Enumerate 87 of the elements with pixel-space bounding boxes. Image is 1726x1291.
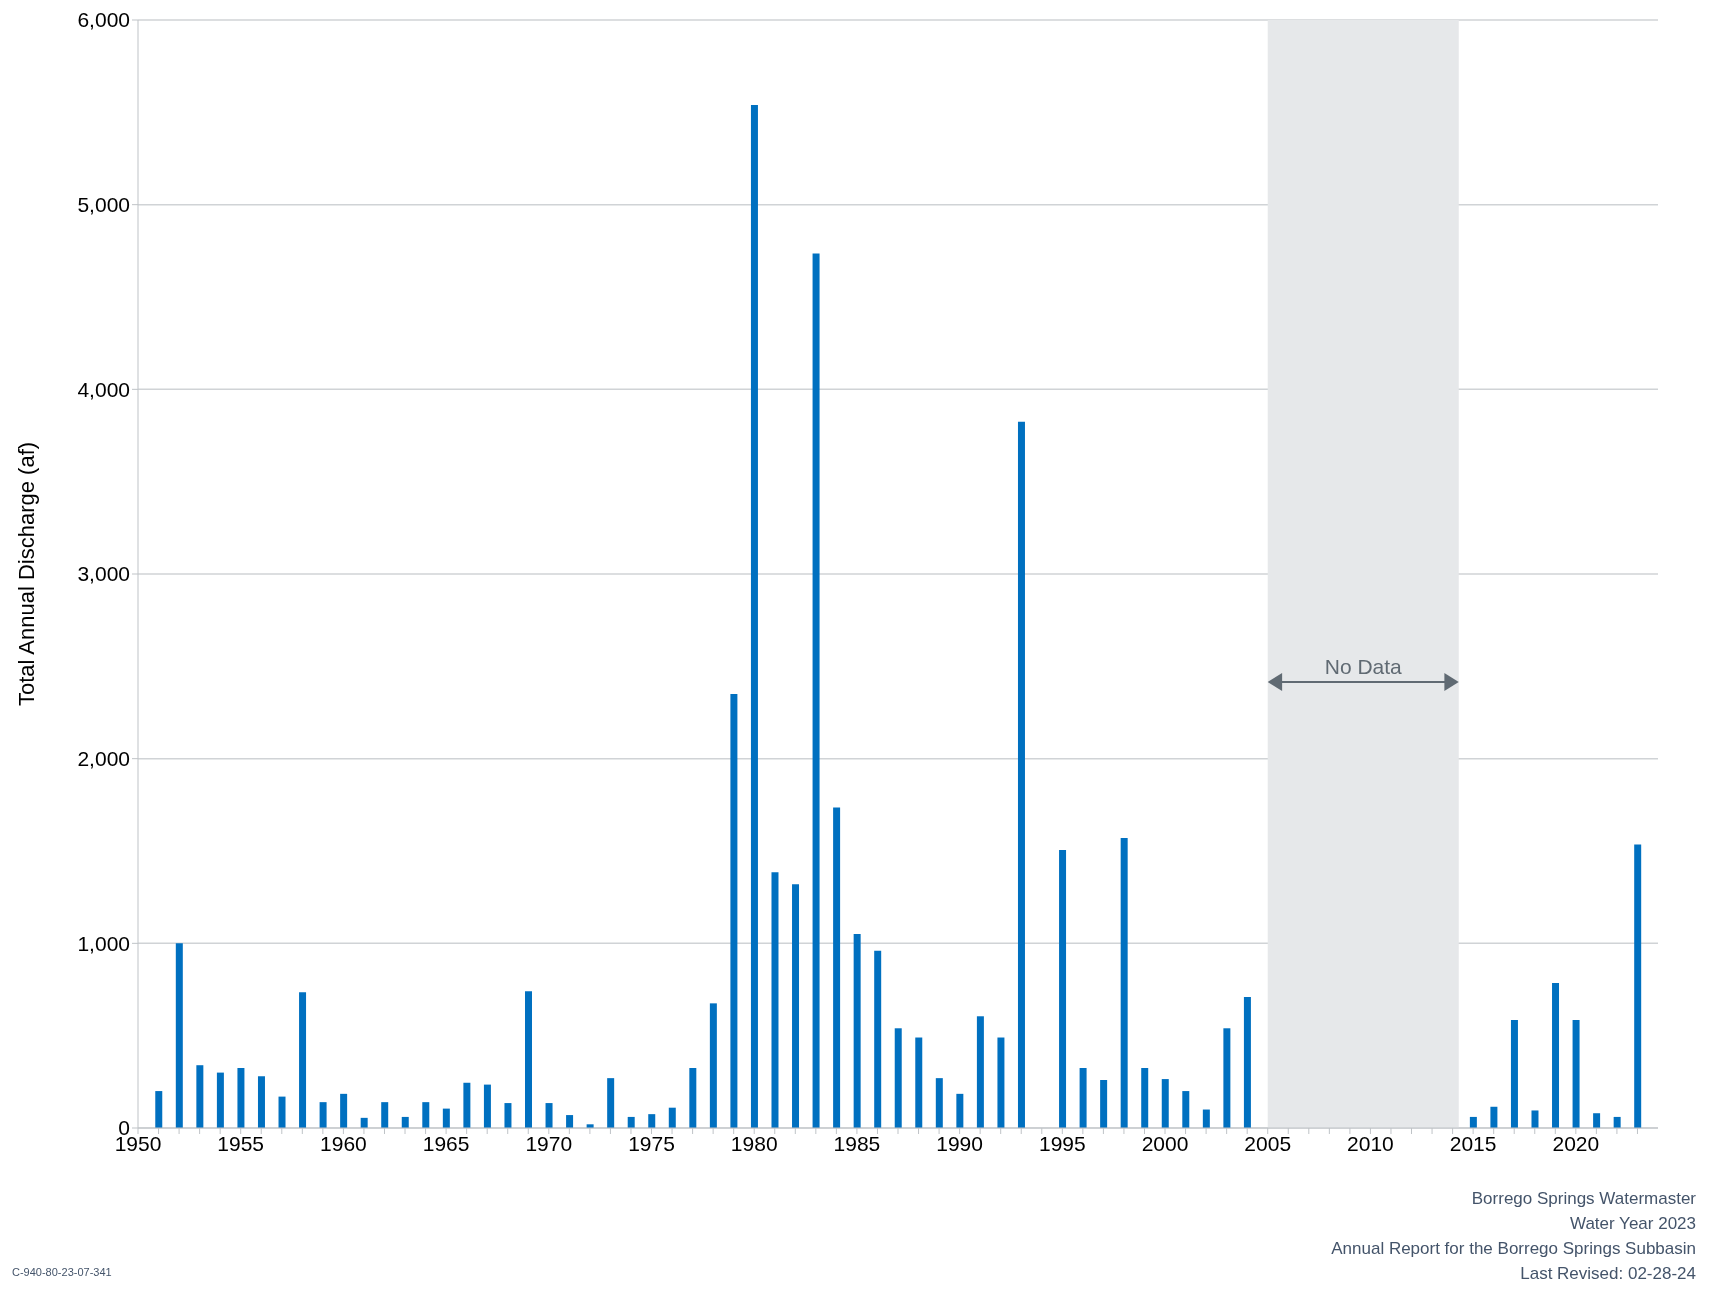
bar [771,872,779,1128]
bar [1182,1091,1190,1128]
bar [299,992,307,1128]
bar [566,1115,574,1128]
bar [504,1103,512,1128]
bar [1120,838,1128,1128]
x-tick-label: 1970 [525,1131,573,1155]
x-tick-label: 1960 [320,1131,367,1155]
bar [976,1016,984,1128]
bar [463,1082,471,1128]
bar [155,1091,163,1128]
bar [956,1093,964,1128]
bar [627,1116,635,1128]
y-tick-label: 4,000 [77,377,130,401]
bar [607,1078,615,1128]
bar [1161,1079,1169,1128]
bar [689,1067,697,1128]
bar [175,943,183,1128]
text: Water Year 2023 [1569,1213,1696,1235]
bar [196,1065,204,1128]
bar [422,1102,430,1128]
bar [874,950,882,1128]
x-tick-label: 1995 [1038,1131,1086,1155]
x-tick-label: 1990 [936,1131,983,1155]
bar [1634,844,1642,1128]
bar [1613,1116,1621,1128]
bar [730,694,738,1128]
y-tick-label: 6,000 [77,8,130,32]
bar [278,1096,286,1128]
x-tick-label: 1965 [422,1131,470,1155]
x-tick-label: 2000 [1141,1131,1189,1155]
bar [442,1108,450,1128]
bar [792,884,800,1128]
x-tick-label: 2015 [1449,1131,1497,1155]
bar [401,1116,409,1128]
bar [319,1102,327,1128]
band-label: No Data [1324,655,1403,679]
bar [525,991,532,1128]
bar [648,1114,656,1128]
bar [997,1037,1005,1128]
bar [750,104,758,1128]
bar [1223,1028,1231,1128]
bar [1531,1110,1539,1128]
bar [381,1102,389,1128]
bar [237,1067,245,1128]
bar [257,1076,265,1128]
y-tick-label: 5,000 [77,193,130,217]
bar [1552,983,1560,1128]
bar [1100,1079,1108,1128]
bar [1202,1109,1210,1128]
bar [833,807,841,1128]
bar [1490,1106,1498,1128]
x-tick-label: 2020 [1552,1131,1600,1155]
x-tick-label: 1985 [833,1131,881,1155]
text: Borrego Springs Watermaster [1470,1188,1696,1210]
text: Last Revised: 02-28-24 [1519,1263,1696,1285]
y-tick-label: 2,000 [77,747,130,771]
bar [1593,1113,1601,1128]
text: Annual Report for the Borrego Springs Subbasin [1331,1238,1696,1260]
bar [709,1003,717,1128]
bar [1141,1067,1149,1128]
bar [1059,850,1067,1128]
y-tick-label: 3,000 [77,562,130,586]
x-tick-label: 2010 [1347,1131,1394,1155]
x-tick-label: 1975 [628,1131,675,1155]
bar [1079,1067,1087,1128]
y-axis-title: Total Annual Discharge (af) [13,441,39,707]
x-tick-label: 1980 [730,1131,778,1155]
bar [1510,1019,1518,1128]
bar [1469,1116,1477,1128]
text: C-940-80-23-07-341 [12,1266,112,1278]
bar [812,253,820,1128]
bar [340,1093,348,1128]
bar [545,1103,553,1128]
bar [1572,1019,1580,1128]
x-tick-label: 2005 [1244,1131,1292,1155]
y-tick-label: 1,000 [77,931,130,955]
bar [216,1072,224,1128]
bar [483,1084,491,1128]
x-tick-label: 1955 [217,1131,265,1155]
bar [935,1078,943,1128]
bar [1243,996,1251,1128]
bar [894,1028,902,1128]
bar [915,1037,923,1128]
bar [1017,421,1025,1128]
bar [853,934,861,1128]
bar [668,1107,676,1128]
